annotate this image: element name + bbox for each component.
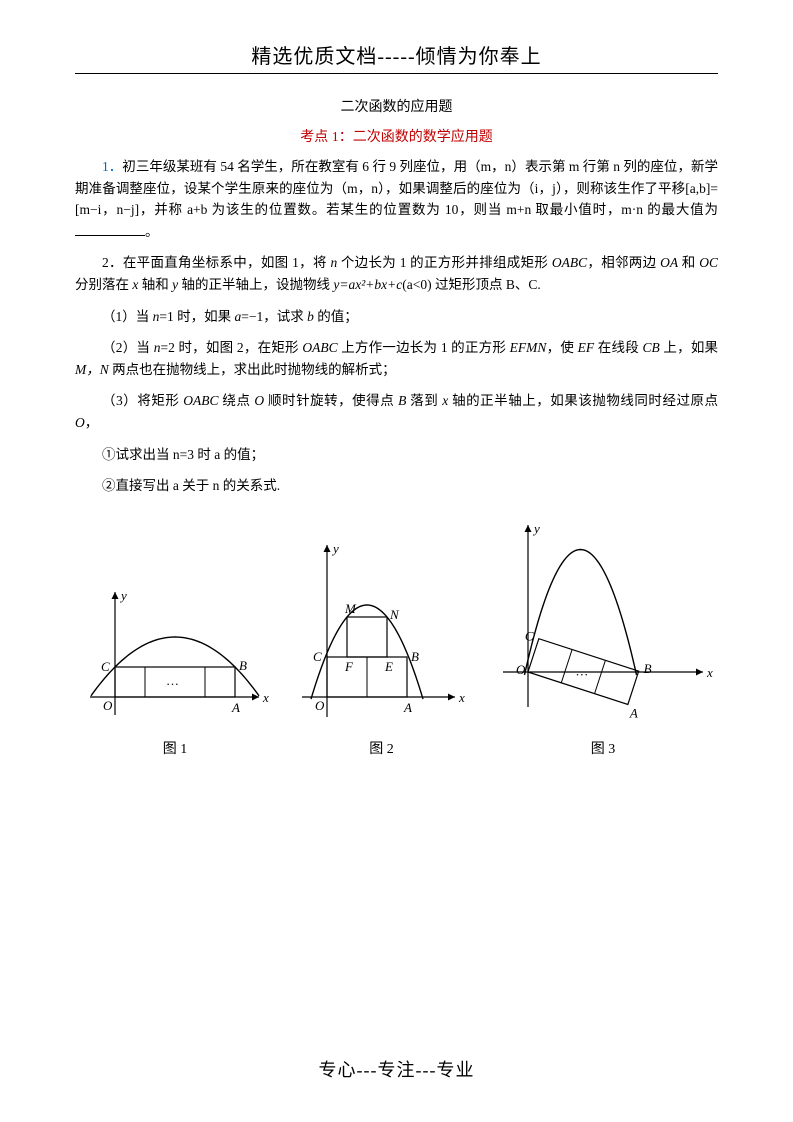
svg-text:M: M: [344, 601, 357, 616]
q3-m1: 绕点: [219, 393, 255, 408]
svg-text:x: x: [706, 665, 713, 680]
q2-mn: M，N: [75, 362, 109, 377]
problem-2: 2．在平面直角坐标系中，如图 1，将 n 个边长为 1 的正方形并排组成矩形 O…: [75, 252, 718, 295]
svg-text:O: O: [516, 662, 526, 677]
svg-text:C: C: [101, 659, 110, 674]
svg-text:y: y: [532, 521, 540, 536]
q2-m5: 上，如果: [660, 340, 718, 355]
figure-labels: 图 1 图 2 图 3: [75, 738, 718, 758]
q3-pre: （3）将矩形: [102, 393, 183, 408]
p2-m1: 个边长为 1 的正方形并排组成矩形: [337, 255, 552, 270]
q2-m1: =2 时，如图 2，在矩形: [160, 340, 302, 355]
q3-O: O: [254, 393, 264, 408]
q2-ef: EF: [578, 340, 595, 355]
svg-text:F: F: [344, 659, 354, 674]
answer-blank: [75, 221, 145, 236]
svg-text:N: N: [389, 607, 400, 622]
q2-efmn: EFMN: [510, 340, 547, 355]
svg-text:O: O: [103, 698, 113, 713]
svg-text:x: x: [458, 690, 465, 705]
q3-oabc: OABC: [183, 393, 218, 408]
q3a: ①试求出当 n=3 时 a 的值；: [75, 444, 718, 466]
q3: （3）将矩形 OABC 绕点 O 顺时针旋转，使得点 B 落到 x 轴的正半轴上…: [75, 390, 718, 433]
rect-oabc: OABC: [552, 255, 587, 270]
svg-text:y: y: [331, 541, 339, 556]
p2-m5: 轴和: [138, 277, 172, 292]
figure-2: O A B C M N E Fx y: [287, 522, 477, 732]
svg-text:…: …: [166, 673, 179, 688]
fig1-label: 图 1: [75, 738, 275, 758]
q3-O2: O: [75, 415, 85, 430]
svg-text:y: y: [119, 588, 127, 603]
p1-end: 。: [145, 224, 159, 239]
page-header: 精选优质文档-----倾情为你奉上: [75, 40, 718, 74]
q2: （2）当 n=2 时，如图 2，在矩形 OABC 上方作一边长为 1 的正方形 …: [75, 337, 718, 380]
p1-text: 初三年级某班有 54 名学生，所在教室有 6 行 9 列座位，用（m，n）表示第…: [75, 159, 718, 217]
p1-number: 1．: [102, 159, 122, 174]
figure-1: … O A B Cx y: [75, 557, 275, 732]
svg-text:B: B: [239, 658, 247, 673]
svg-text:B: B: [644, 661, 652, 676]
page-footer: 专心---专注---专业: [0, 1056, 793, 1082]
svg-text:A: A: [629, 705, 638, 720]
eq: y=ax²+bx+c: [333, 277, 402, 292]
q3-m4: 轴的正半轴上，如果该抛物线同时经过原点: [448, 393, 718, 408]
q1-end: 的值；: [314, 309, 358, 324]
figure-row: … O A B Cx y O A B C M N E Fx y … O A B Cx y: [75, 507, 718, 732]
q2-cb: CB: [643, 340, 660, 355]
q2-oabc: OABC: [302, 340, 337, 355]
q1-m2: =−1，试求: [241, 309, 307, 324]
p2-m6: 轴的正半轴上，设抛物线: [178, 277, 333, 292]
doc-title: 二次函数的应用题: [75, 96, 718, 116]
q1-m1: =1 时，如果: [159, 309, 234, 324]
p2-end: (a<0) 过矩形顶点 B、C.: [402, 277, 540, 292]
q2-m3: ，使: [546, 340, 577, 355]
q2-m2: 上方作一边长为 1 的正方形: [338, 340, 510, 355]
q3b: ②直接写出 a 关于 n 的关系式.: [75, 475, 718, 497]
svg-text:O: O: [315, 698, 325, 713]
fig3-label: 图 3: [488, 738, 718, 758]
p2-pre: 2．在平面直角坐标系中，如图 1，将: [102, 255, 330, 270]
svg-text:E: E: [384, 659, 393, 674]
svg-text:x: x: [262, 690, 269, 705]
q3-m3: 落到: [406, 393, 442, 408]
svg-text:…: …: [575, 663, 588, 678]
q2-pre: （2）当: [102, 340, 154, 355]
problem-1: 1．初三年级某班有 54 名学生，所在教室有 6 行 9 列座位，用（m，n）表…: [75, 156, 718, 242]
q1-pre: （1）当: [102, 309, 153, 324]
section-title: 考点 1：二次函数的数学应用题: [75, 126, 718, 146]
p2-m4: 分别落在: [75, 277, 132, 292]
svg-text:C: C: [525, 628, 534, 643]
q2-m6: 两点也在抛物线上，求出此时抛物线的解析式；: [109, 362, 396, 377]
q2-m4: 在线段: [594, 340, 642, 355]
fig2-label: 图 2: [287, 738, 477, 758]
figure-3: … O A B Cx y: [488, 507, 718, 732]
q1: （1）当 n=1 时，如果 a=−1，试求 b 的值；: [75, 306, 718, 328]
q1-b: b: [307, 309, 314, 324]
seg-oc: OC: [699, 255, 718, 270]
svg-text:A: A: [403, 700, 412, 715]
p2-m2: ，相邻两边: [587, 255, 660, 270]
q3-m2: 顺时针旋转，使得点: [264, 393, 398, 408]
q3-end: ，: [85, 415, 99, 430]
seg-oa: OA: [660, 255, 678, 270]
svg-text:B: B: [411, 649, 419, 664]
p2-m3: 和: [678, 255, 699, 270]
svg-text:C: C: [313, 649, 322, 664]
svg-text:A: A: [231, 700, 240, 715]
